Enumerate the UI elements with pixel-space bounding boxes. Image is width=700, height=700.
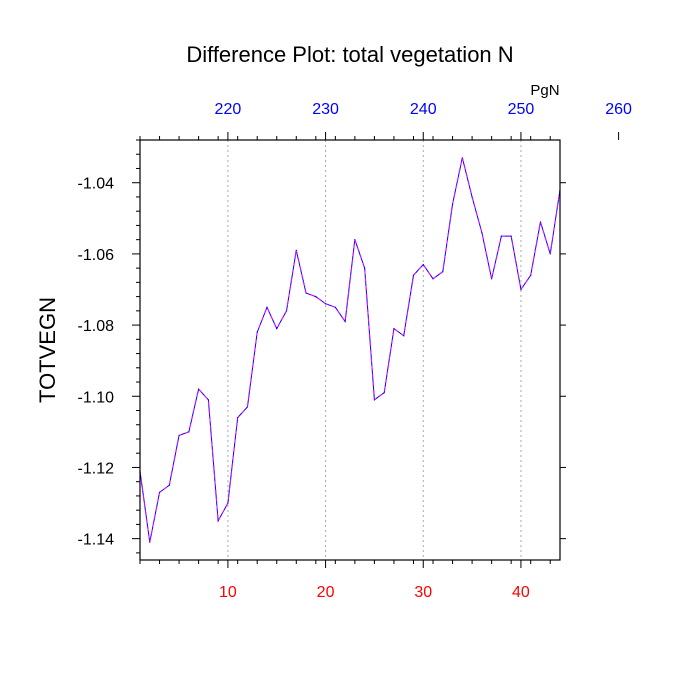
data-point [276, 328, 278, 330]
plot-frame [139, 139, 561, 561]
data-point [393, 328, 395, 330]
data-point [442, 271, 444, 273]
axis-ticks [132, 132, 620, 568]
data-point [324, 303, 327, 305]
data-point [315, 296, 317, 298]
x-tick-label: 40 [512, 584, 530, 601]
data-point [481, 231, 483, 234]
y-tick-label: -1.14 [78, 532, 115, 549]
data-point [539, 221, 542, 223]
series-line [139, 157, 561, 543]
data-point [422, 263, 424, 266]
data-point [168, 484, 170, 486]
chart-title: Difference Plot: total vegetation N [186, 42, 513, 67]
data-point [256, 331, 258, 333]
data-point [217, 520, 219, 522]
data-point [491, 278, 493, 280]
data-point [305, 292, 307, 294]
data-point [198, 388, 200, 390]
data-point [227, 502, 229, 504]
data-point [158, 491, 161, 493]
top-tick-label: 240 [410, 101, 437, 118]
top-tick-label: 220 [215, 101, 242, 118]
top-tick-label: 260 [605, 101, 632, 118]
data-point [549, 253, 551, 255]
y-axis-label: TOTVEGN [35, 297, 60, 403]
top-axis-unit-label: PgN [530, 82, 559, 99]
x-tick-label: 20 [317, 584, 335, 601]
data-point [451, 203, 454, 205]
grid-lines [227, 140, 522, 560]
y-tick-label: -1.04 [78, 176, 115, 193]
data-point [520, 288, 522, 291]
data-point [412, 274, 415, 276]
y-tick-label: -1.06 [78, 247, 115, 264]
x-tick-label: 30 [414, 584, 432, 601]
y-tick-label: -1.10 [78, 389, 115, 406]
data-point [285, 310, 288, 312]
data-point [266, 306, 268, 308]
data-point [373, 399, 376, 401]
data-point [344, 320, 346, 323]
top-tick-label: 230 [312, 101, 339, 118]
data-point [149, 541, 151, 543]
data-point [500, 235, 502, 237]
tick-labels: 10 20 30 40 220 230 240 250 260 -1.14 -1.12 -1.10 -1… [78, 101, 633, 601]
data-point [510, 235, 512, 237]
series-line-dashed [139, 157, 561, 543]
data-point [237, 417, 239, 419]
y-tick-label: -1.08 [78, 318, 115, 335]
data-point [364, 267, 366, 269]
data-point [461, 157, 463, 159]
data-point [530, 274, 532, 276]
data-point [295, 249, 297, 251]
data-point [207, 399, 209, 401]
data-point [354, 239, 356, 241]
top-tick-label: 250 [508, 101, 535, 118]
data-point [334, 306, 336, 308]
data-point [383, 392, 385, 394]
data-point [178, 434, 180, 437]
plot-series [139, 157, 561, 543]
data-point [403, 335, 405, 337]
x-tick-label: 10 [219, 584, 237, 601]
data-point [188, 431, 190, 433]
data-point [432, 278, 434, 280]
data-point [246, 406, 249, 408]
data-point [471, 196, 473, 198]
y-tick-label: -1.12 [78, 460, 115, 477]
